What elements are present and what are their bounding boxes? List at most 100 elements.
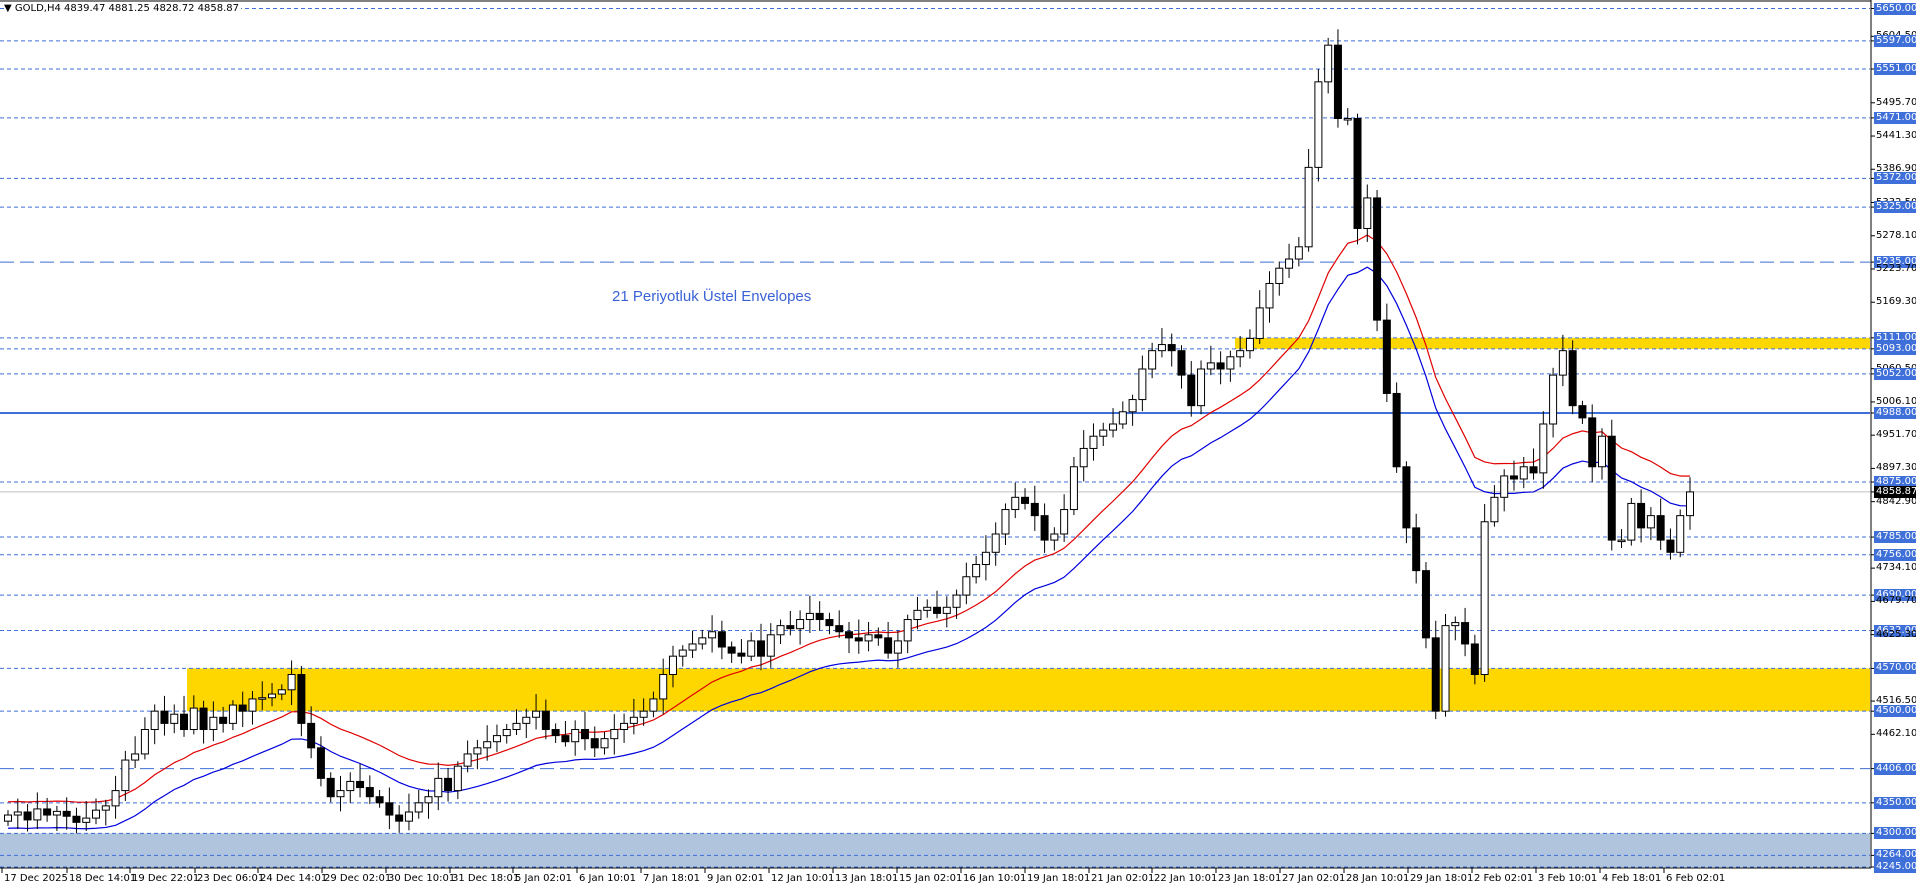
bear-candle xyxy=(219,716,228,724)
bull-candle xyxy=(1597,435,1606,468)
time-label: 3 Feb 10:01 xyxy=(1538,873,1598,884)
bull-candle xyxy=(1558,350,1567,376)
bear-candle xyxy=(307,722,316,749)
time-label: 30 Dec 10:01 xyxy=(388,873,456,884)
bull-candle xyxy=(864,634,873,642)
time-label: 12 Jan 10:01 xyxy=(771,873,835,884)
bear-candle xyxy=(1529,466,1538,474)
bear-candle xyxy=(1588,417,1597,468)
bear-candle xyxy=(815,612,824,621)
bear-candle xyxy=(1040,515,1049,541)
bull-candle xyxy=(463,753,472,767)
bear-candle xyxy=(1412,527,1421,572)
price-label: 5372.00 xyxy=(1874,172,1916,185)
price-label: 4300.00 xyxy=(1874,827,1916,840)
bear-candle xyxy=(1167,344,1176,352)
bear-candle xyxy=(297,674,306,724)
bull-candle xyxy=(131,753,140,761)
time-label: 15 Jan 02:01 xyxy=(899,873,963,884)
bear-candle xyxy=(444,777,453,792)
bear-candle xyxy=(1421,570,1430,639)
symbol-ohlc: GOLD,H4 4839.47 4881.25 4828.72 4858.87 xyxy=(14,3,239,14)
envelope-upper-line xyxy=(7,234,1691,803)
bull-candle xyxy=(923,606,932,611)
envelope-annotation: 21 Periyotluk Üstel Envelopes xyxy=(612,288,812,305)
bull-candle xyxy=(336,790,345,798)
bear-candle xyxy=(365,787,374,798)
bear-candle xyxy=(1578,405,1587,419)
bull-candle xyxy=(747,640,756,657)
bear-candle xyxy=(874,634,883,639)
price-label: 4690.00 xyxy=(1874,589,1916,602)
price-label: 4897.30 xyxy=(1876,462,1916,474)
bear-candle xyxy=(551,728,560,737)
bull-candle xyxy=(1480,521,1489,676)
bull-candle xyxy=(228,704,237,724)
bear-candle xyxy=(717,631,726,648)
time-label: 19 Jan 18:01 xyxy=(1027,873,1091,884)
price-label: 5650.00 xyxy=(1874,2,1916,15)
price-label: 5235.00 xyxy=(1874,256,1916,269)
bear-candle xyxy=(326,777,335,798)
bull-candle xyxy=(629,716,638,724)
bull-candle xyxy=(659,674,668,700)
time-label: 6 Jan 10:01 xyxy=(579,873,636,884)
bear-candle xyxy=(1177,350,1186,376)
price-label: 5597.00 xyxy=(1874,34,1916,47)
bear-candle xyxy=(884,637,893,654)
bear-candle xyxy=(933,606,942,614)
time-label: 17 Dec 2025 xyxy=(4,873,68,884)
bear-candle xyxy=(590,738,599,749)
bull-candle xyxy=(1079,447,1088,468)
bull-candle xyxy=(258,697,267,700)
supply-zone xyxy=(1235,337,1870,349)
bull-candle xyxy=(962,576,971,596)
bull-candle xyxy=(13,811,22,816)
bull-candle xyxy=(1519,466,1528,480)
bull-candle xyxy=(668,655,677,676)
bull-candle xyxy=(1314,81,1323,168)
price-label: 5169.30 xyxy=(1876,296,1916,308)
dropdown-triangle-icon[interactable]: ▼ xyxy=(4,3,12,14)
price-label: 5386.90 xyxy=(1876,163,1916,175)
bull-candle xyxy=(600,738,609,749)
low-zone xyxy=(0,833,1870,867)
bull-candle xyxy=(248,698,257,712)
price-label: 4264.00 xyxy=(1874,849,1916,862)
bear-candle xyxy=(1509,475,1518,480)
bear-candle xyxy=(854,637,863,642)
bull-candle xyxy=(1265,282,1274,309)
bear-candle xyxy=(1187,374,1196,407)
time-axis-ticks xyxy=(1,868,1665,873)
zones-layer xyxy=(0,337,1870,867)
bull-candle xyxy=(121,759,130,792)
time-label: 9 Jan 02:01 xyxy=(707,873,764,884)
bull-candle xyxy=(473,747,482,755)
bull-candle xyxy=(972,564,981,578)
bull-candle xyxy=(1255,307,1264,339)
bull-candle xyxy=(1500,475,1509,498)
price-label: 5471.00 xyxy=(1874,111,1916,124)
bull-candle xyxy=(404,811,413,822)
bear-candle xyxy=(786,625,795,630)
bull-candle xyxy=(893,640,902,654)
bull-candle xyxy=(101,805,110,811)
bear-candle xyxy=(160,710,169,724)
price-label: 4462.10 xyxy=(1876,728,1916,740)
bear-candle xyxy=(180,713,189,730)
bull-candle xyxy=(1157,344,1166,352)
bear-candle xyxy=(1353,117,1362,229)
demand-zone xyxy=(187,668,1870,712)
bull-candle xyxy=(903,619,912,642)
bull-candle xyxy=(287,674,296,691)
bull-candle xyxy=(639,710,648,718)
time-label: 23 Dec 06:01 xyxy=(197,873,265,884)
bull-candle xyxy=(776,625,785,636)
bull-candle xyxy=(913,609,922,621)
candles-layer xyxy=(4,29,1694,834)
bear-candle xyxy=(825,619,834,627)
bear-candle xyxy=(727,646,736,654)
bear-candle xyxy=(1021,496,1030,504)
time-label: 2 Feb 02:01 xyxy=(1474,873,1534,884)
